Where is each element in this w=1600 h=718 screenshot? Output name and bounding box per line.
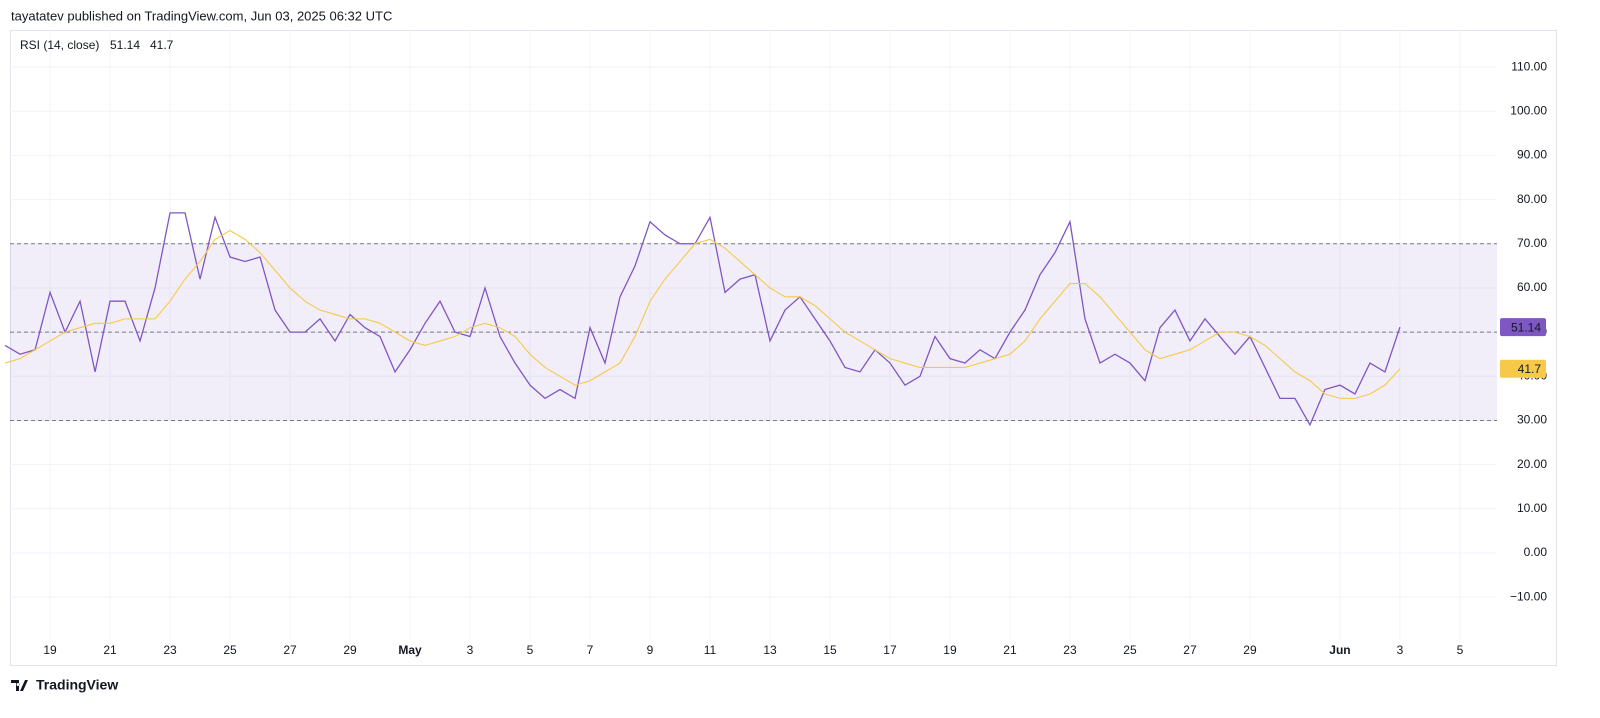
price-label: 41.7 — [1518, 362, 1542, 376]
x-tick-label: May — [398, 643, 422, 657]
y-tick-label: 90.00 — [1517, 148, 1547, 162]
x-tick-label: 3 — [1397, 643, 1404, 657]
x-tick-label: 27 — [1183, 643, 1197, 657]
axes: −10.000.0010.0020.0030.0040.0050.0060.00… — [43, 59, 1547, 657]
y-tick-label: 10.00 — [1517, 501, 1547, 515]
price-label: 51.14 — [1511, 320, 1541, 334]
x-tick-label: 19 — [943, 643, 957, 657]
price-label-box — [1500, 318, 1546, 337]
y-tick-label: −10.00 — [1510, 589, 1547, 603]
x-tick-label: 5 — [527, 643, 534, 657]
x-tick-label: 27 — [283, 643, 297, 657]
x-tick-label: 13 — [763, 643, 777, 657]
x-tick-label: 21 — [103, 643, 117, 657]
legend-value: 41.7 — [150, 38, 174, 52]
y-tick-label: 20.00 — [1517, 457, 1547, 471]
x-tick-label: 15 — [823, 643, 837, 657]
x-tick-label: Jun — [1329, 643, 1350, 657]
x-tick-label: 7 — [587, 643, 594, 657]
x-tick-label: 25 — [223, 643, 237, 657]
x-tick-label: 5 — [1457, 643, 1464, 657]
attribution: tayatatev published on TradingView.com, … — [11, 8, 392, 23]
brand: TradingView — [36, 677, 118, 693]
plot — [4, 212, 1497, 427]
y-tick-label: 80.00 — [1517, 192, 1547, 206]
legend-value: 51.14 — [110, 38, 140, 52]
series-line — [4, 212, 1401, 427]
x-tick-label: 21 — [1003, 643, 1017, 657]
x-tick-label: 17 — [883, 643, 897, 657]
x-tick-label: 19 — [43, 643, 57, 657]
x-tick-label: 29 — [343, 643, 357, 657]
x-tick-label: 23 — [1063, 643, 1077, 657]
x-tick-label: 11 — [704, 643, 717, 657]
x-tick-label: 3 — [467, 643, 474, 657]
y-tick-label: 110.00 — [1511, 59, 1547, 73]
y-tick-label: 30.00 — [1517, 413, 1547, 427]
brand-logo — [11, 680, 28, 691]
x-tick-label: 9 — [647, 643, 654, 657]
x-tick-label: 23 — [163, 643, 177, 657]
price-label-box — [1500, 359, 1546, 378]
y-tick-label: 60.00 — [1517, 280, 1547, 294]
y-tick-label: 100.00 — [1510, 103, 1547, 117]
legend-title: RSI (14, close) — [20, 38, 99, 52]
y-tick-label: 0.00 — [1524, 545, 1548, 559]
x-tick-label: 25 — [1123, 643, 1137, 657]
y-tick-label: 70.00 — [1517, 236, 1547, 250]
x-tick-label: 29 — [1243, 643, 1257, 657]
series-line — [4, 229, 1401, 399]
